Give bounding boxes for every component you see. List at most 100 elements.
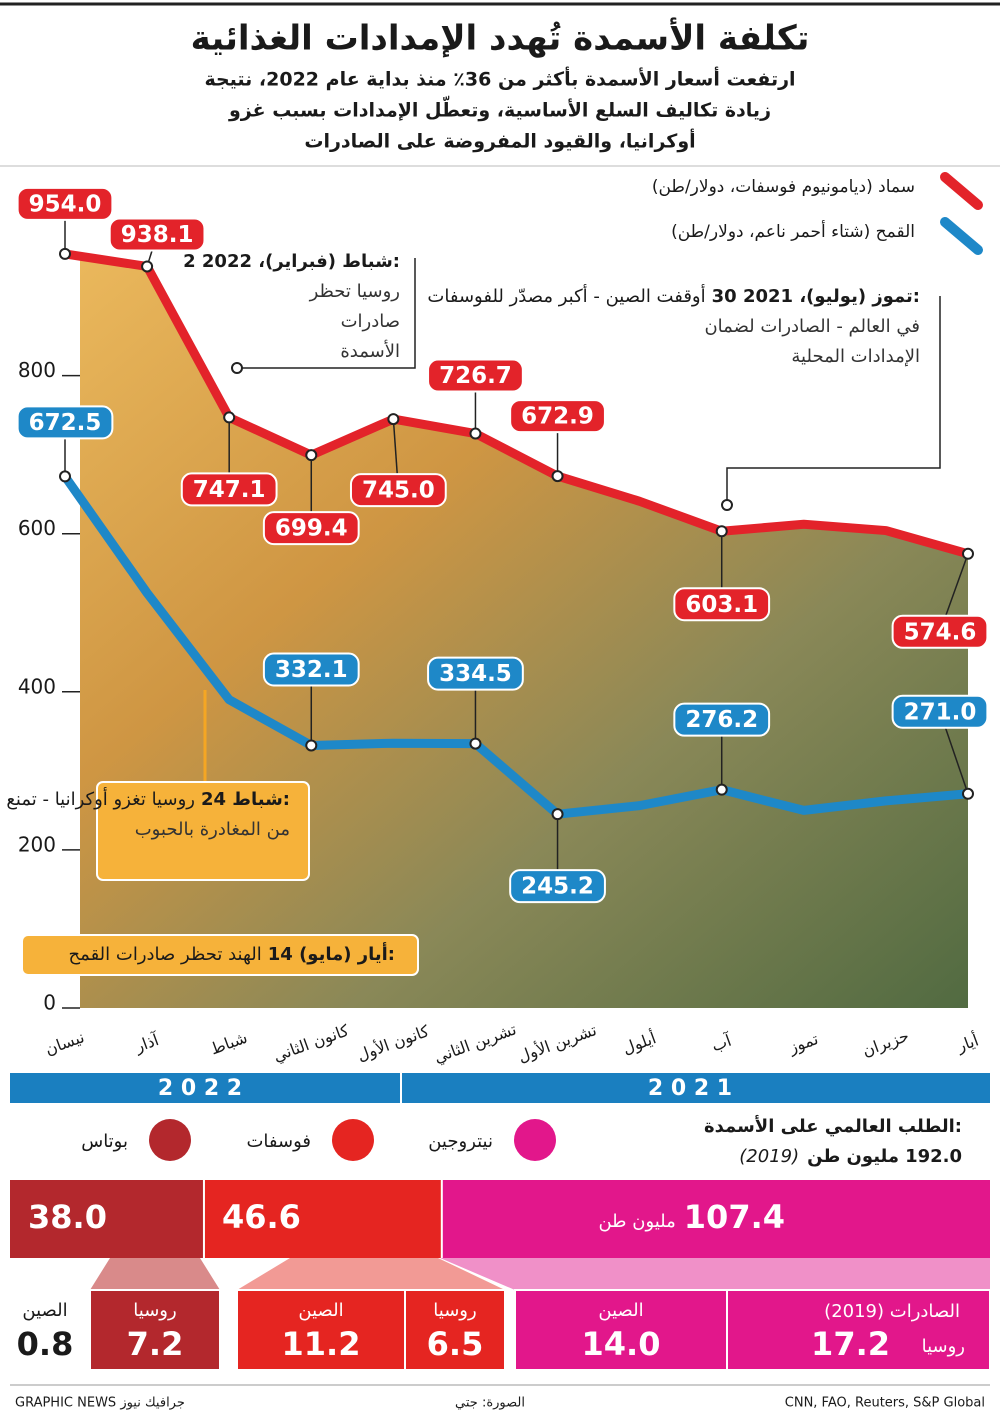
value-label: 276.2 xyxy=(685,707,758,733)
value-label: 334.5 xyxy=(439,661,512,687)
value-label-bg xyxy=(349,473,447,508)
value-label-bg xyxy=(673,702,771,737)
data-point xyxy=(962,547,974,560)
data-point xyxy=(469,427,482,440)
year-bar xyxy=(10,1073,990,1103)
legend-swatch xyxy=(940,172,983,210)
export-connector xyxy=(440,1258,990,1290)
value-label: 271.0 xyxy=(904,699,977,725)
value-label-bg xyxy=(509,399,606,434)
annotation-text: الأسمدة xyxy=(340,340,400,362)
demand-title: الطلب العالمي على الأسمدة: xyxy=(704,1115,962,1137)
export-value: 7.2 xyxy=(127,1325,184,1363)
y-tick-label: 800 xyxy=(18,358,56,382)
legend-swatch xyxy=(149,1119,191,1161)
footer-photo: الصورة: جتي xyxy=(455,1396,525,1411)
data-point xyxy=(59,247,71,260)
value-label-bg xyxy=(108,217,206,252)
y-tick-label: 400 xyxy=(18,674,56,698)
annotation-text: في العالم - الصادرات لضمان xyxy=(704,316,920,337)
y-tick-label: 600 xyxy=(18,516,56,540)
x-tick-label: كانون الأول xyxy=(354,1020,432,1066)
x-tick-label: آذار xyxy=(131,1030,163,1058)
data-point xyxy=(551,808,564,821)
data-point xyxy=(387,413,400,426)
subtitle-line: زيادة تكاليف السلع الأساسية، وتعطّل الإم… xyxy=(228,96,771,121)
annotation-connector xyxy=(237,258,416,369)
legend-label: فوسفات xyxy=(246,1131,311,1152)
subtitle-line: أوكرانيا، والقيود المفروضة على الصادرات xyxy=(304,129,695,153)
x-tick-label: أيار xyxy=(953,1030,981,1057)
demand-unit: مليون طن xyxy=(807,1146,899,1167)
export-connector xyxy=(90,1258,220,1290)
demand-bar xyxy=(441,1180,990,1258)
legend-swatch xyxy=(940,217,983,255)
x-tick-label: تشرين الثاني xyxy=(431,1019,519,1067)
value-label-bg xyxy=(16,186,114,221)
annotation-heading: 24 شباط: xyxy=(201,789,290,810)
legend-swatch xyxy=(332,1119,374,1161)
legend-label: نيتروجين xyxy=(428,1131,493,1152)
annotation-heading: 2 شباط (فبراير)، 2022: xyxy=(183,251,400,272)
annotation-box xyxy=(21,934,419,976)
subtitle-line: ارتفعت أسعار الأسمدة بأكثر من 36٪ منذ بد… xyxy=(204,67,795,91)
export-box xyxy=(404,1289,506,1371)
year-label: 2 0 2 2 xyxy=(158,1076,242,1101)
value-label-bg xyxy=(262,652,360,687)
x-tick-label: تشرين الأول xyxy=(515,1019,599,1067)
annotation-text: الهند تحظر صادرات القمح xyxy=(69,944,262,965)
legend-label: بوتاس xyxy=(81,1131,128,1152)
value-label: 699.4 xyxy=(275,516,348,542)
data-point xyxy=(962,787,974,800)
export-country: الصين xyxy=(298,1300,343,1321)
data-point xyxy=(59,470,71,483)
data-point xyxy=(551,470,564,483)
demand-total: 192.0 xyxy=(905,1146,962,1167)
annotation-text: روسيا تحظر xyxy=(309,281,400,302)
data-point xyxy=(469,737,482,750)
value-label-bg xyxy=(891,614,989,649)
data-point xyxy=(305,739,318,752)
annotation-box xyxy=(96,781,310,881)
export-country: روسيا xyxy=(922,1336,965,1357)
value-label: 747.1 xyxy=(193,477,266,503)
annotation-dot xyxy=(231,362,243,374)
export-value: 6.5 xyxy=(427,1325,484,1363)
export-connector xyxy=(237,1258,505,1290)
demand-value: 46.6 xyxy=(222,1198,301,1236)
value-label: 574.6 xyxy=(904,619,977,645)
value-label: 672.9 xyxy=(521,404,594,430)
value-label-bg xyxy=(891,694,989,729)
value-label: 672.5 xyxy=(29,410,102,436)
series-line xyxy=(60,471,973,819)
export-country: الصين xyxy=(598,1300,643,1321)
annotation-dot xyxy=(721,499,733,511)
export-box xyxy=(726,1289,991,1371)
export-box xyxy=(514,1289,728,1371)
separator xyxy=(0,165,1000,167)
annotation-text: روسيا تغزو أوكرانيا - تمنع السفن xyxy=(0,787,195,810)
value-label: 954.0 xyxy=(29,191,102,217)
demand-value: 38.0 xyxy=(28,1198,107,1236)
value-label-bg xyxy=(427,656,524,691)
x-tick-label: حزيران xyxy=(860,1026,912,1061)
legend-label: القمح (شتاء أحمر ناعم، دولار/طن) xyxy=(671,220,915,242)
x-tick-label: كانون الثاني xyxy=(271,1021,352,1067)
annotation-connector xyxy=(726,296,941,505)
annotation-text: الإمدادات المحلية xyxy=(791,346,920,367)
demand-year: (2019) xyxy=(739,1146,799,1167)
export-value: 11.2 xyxy=(282,1325,361,1363)
export-value: 14.0 xyxy=(582,1325,661,1363)
demand-bar xyxy=(10,1180,204,1258)
export-value: 17.2 xyxy=(811,1325,890,1363)
value-label: 726.7 xyxy=(439,363,512,389)
value-label: 603.1 xyxy=(685,592,758,618)
export-value: 0.8 xyxy=(17,1325,74,1363)
export-country: الصين xyxy=(22,1300,67,1321)
title: تكلفة الأسمدة تُهدد الإمدادات الغذائية xyxy=(191,17,810,59)
legend-swatch xyxy=(514,1119,556,1161)
value-label-bg xyxy=(180,472,278,507)
x-tick-label: نيسان xyxy=(43,1027,87,1059)
export-country: روسيا xyxy=(133,1300,176,1321)
demand-unit: مليون طن xyxy=(598,1211,675,1232)
